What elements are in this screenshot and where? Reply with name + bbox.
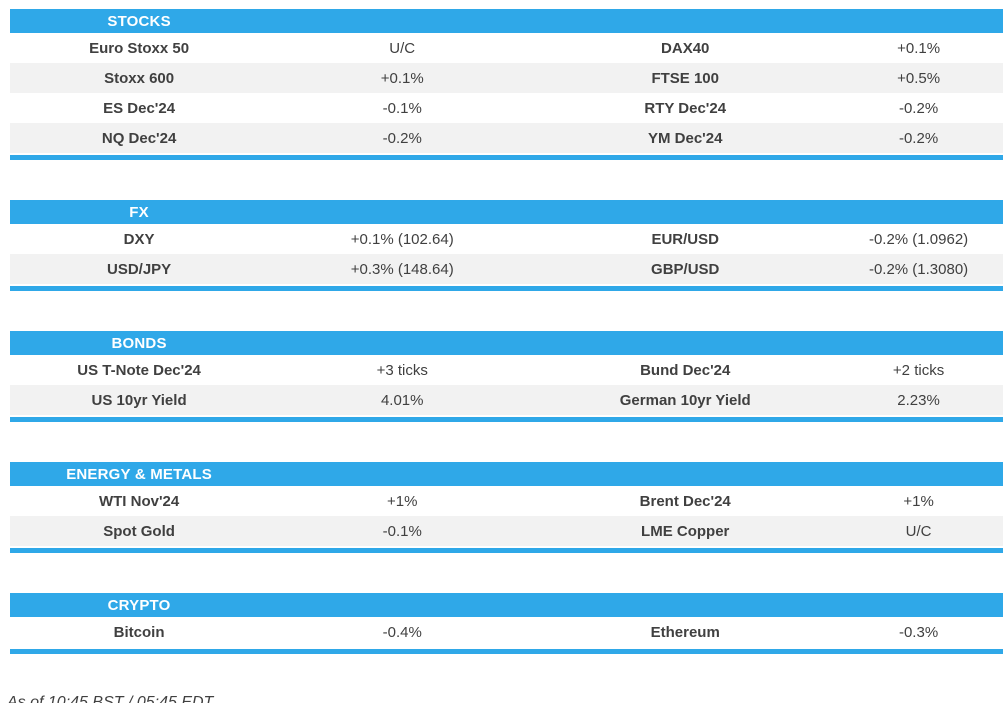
instrument-name: US 10yr Yield	[91, 391, 187, 409]
market-section: ENERGY & METALS WTI Nov'24 +1% Brent Dec…	[10, 462, 1003, 553]
table-row: US 10yr Yield 4.01% German 10yr Yield 2.…	[10, 385, 1003, 415]
instrument-name: Ethereum	[650, 623, 720, 641]
instrument-change: +0.3% (148.64)	[350, 260, 454, 278]
section-rows: US T-Note Dec'24 +3 ticks Bund Dec'24 +2…	[10, 355, 1003, 415]
section-underline	[10, 548, 1003, 553]
section-title: FX	[129, 203, 149, 221]
instrument-change: +3 ticks	[376, 361, 428, 379]
as-of-timestamp: As of 10:45 BST / 05:45 EDT	[7, 694, 214, 703]
section-underline	[10, 155, 1003, 160]
instrument-name: German 10yr Yield	[619, 391, 751, 409]
instrument-change: -0.4%	[382, 623, 422, 641]
section-header: STOCKS	[10, 9, 1003, 33]
table-row: Spot Gold -0.1% LME Copper U/C	[10, 516, 1003, 546]
instrument-change: -0.2% (1.0962)	[868, 230, 969, 248]
instrument-name: Stoxx 600	[104, 69, 175, 87]
section-rows: DXY +0.1% (102.64) EUR/USD -0.2% (1.0962…	[10, 224, 1003, 284]
table-row: USD/JPY +0.3% (148.64) GBP/USD -0.2% (1.…	[10, 254, 1003, 284]
instrument-name: Brent Dec'24	[639, 492, 731, 510]
instrument-change: +0.1%	[380, 69, 424, 87]
section-header: FX	[10, 200, 1003, 224]
instrument-name: Bund Dec'24	[640, 361, 731, 379]
instrument-change: 2.23%	[897, 391, 940, 409]
instrument-name: WTI Nov'24	[98, 492, 180, 510]
instrument-name: DXY	[123, 230, 155, 248]
table-row: US T-Note Dec'24 +3 ticks Bund Dec'24 +2…	[10, 355, 1003, 385]
section-underline	[10, 649, 1003, 654]
market-section: BONDS US T-Note Dec'24 +3 ticks Bund Dec…	[10, 331, 1003, 422]
section-rows: Euro Stoxx 50 U/C DAX40 +0.1% Stoxx 600 …	[10, 33, 1003, 153]
instrument-change: -0.2%	[898, 129, 939, 147]
section-title: STOCKS	[107, 12, 171, 30]
market-section: STOCKS Euro Stoxx 50 U/C DAX40 +0.1% Sto…	[10, 9, 1003, 160]
instrument-name: ES Dec'24	[103, 99, 176, 117]
instrument-change: +0.5%	[897, 69, 941, 87]
instrument-change: -0.3%	[898, 623, 939, 641]
instrument-change: +0.1%	[897, 39, 941, 57]
market-section: FX DXY +0.1% (102.64) EUR/USD -0.2% (1.0…	[10, 200, 1003, 291]
section-rows: Bitcoin -0.4% Ethereum -0.3%	[10, 617, 1003, 647]
instrument-change: -0.2% (1.3080)	[868, 260, 969, 278]
instrument-change: -0.1%	[382, 522, 422, 540]
section-title: CRYPTO	[107, 596, 171, 614]
market-wrap: STOCKS Euro Stoxx 50 U/C DAX40 +0.1% Sto…	[10, 9, 1003, 654]
section-title: BONDS	[111, 334, 167, 352]
instrument-change: +1%	[387, 492, 418, 510]
instrument-change: +1%	[903, 492, 934, 510]
table-row: NQ Dec'24 -0.2% YM Dec'24 -0.2%	[10, 123, 1003, 153]
instrument-change: 4.01%	[380, 391, 424, 409]
instrument-name: LME Copper	[641, 522, 730, 540]
instrument-change: U/C	[905, 522, 932, 540]
instrument-change: +2 ticks	[892, 361, 945, 379]
table-row: DXY +0.1% (102.64) EUR/USD -0.2% (1.0962…	[10, 224, 1003, 254]
market-section: CRYPTO Bitcoin -0.4% Ethereum -0.3%	[10, 593, 1003, 654]
table-row: Bitcoin -0.4% Ethereum -0.3%	[10, 617, 1003, 647]
section-underline	[10, 417, 1003, 422]
table-row: Euro Stoxx 50 U/C DAX40 +0.1%	[10, 33, 1003, 63]
instrument-name: EUR/USD	[651, 230, 719, 248]
instrument-name: GBP/USD	[651, 260, 720, 278]
instrument-name: Spot Gold	[103, 522, 175, 540]
instrument-change: -0.1%	[382, 99, 422, 117]
table-row: ES Dec'24 -0.1% RTY Dec'24 -0.2%	[10, 93, 1003, 123]
section-header: BONDS	[10, 331, 1003, 355]
instrument-name: FTSE 100	[651, 69, 719, 87]
table-row: WTI Nov'24 +1% Brent Dec'24 +1%	[10, 486, 1003, 516]
instrument-name: NQ Dec'24	[101, 129, 177, 147]
section-rows: WTI Nov'24 +1% Brent Dec'24 +1% Spot Gol…	[10, 486, 1003, 546]
section-header: CRYPTO	[10, 593, 1003, 617]
table-row: Stoxx 600 +0.1% FTSE 100 +0.5%	[10, 63, 1003, 93]
instrument-change: +0.1% (102.64)	[350, 230, 454, 248]
instrument-change: U/C	[389, 39, 416, 57]
instrument-change: -0.2%	[898, 99, 939, 117]
instrument-name: YM Dec'24	[648, 129, 723, 147]
instrument-name: USD/JPY	[106, 260, 172, 278]
instrument-name: US T-Note Dec'24	[77, 361, 201, 379]
section-title: ENERGY & METALS	[66, 465, 212, 483]
section-underline	[10, 286, 1003, 291]
instrument-name: Euro Stoxx 50	[89, 39, 190, 57]
instrument-change: -0.2%	[382, 129, 422, 147]
instrument-name: DAX40	[661, 39, 710, 57]
instrument-name: RTY Dec'24	[644, 99, 727, 117]
instrument-name: Bitcoin	[113, 623, 165, 641]
section-header: ENERGY & METALS	[10, 462, 1003, 486]
